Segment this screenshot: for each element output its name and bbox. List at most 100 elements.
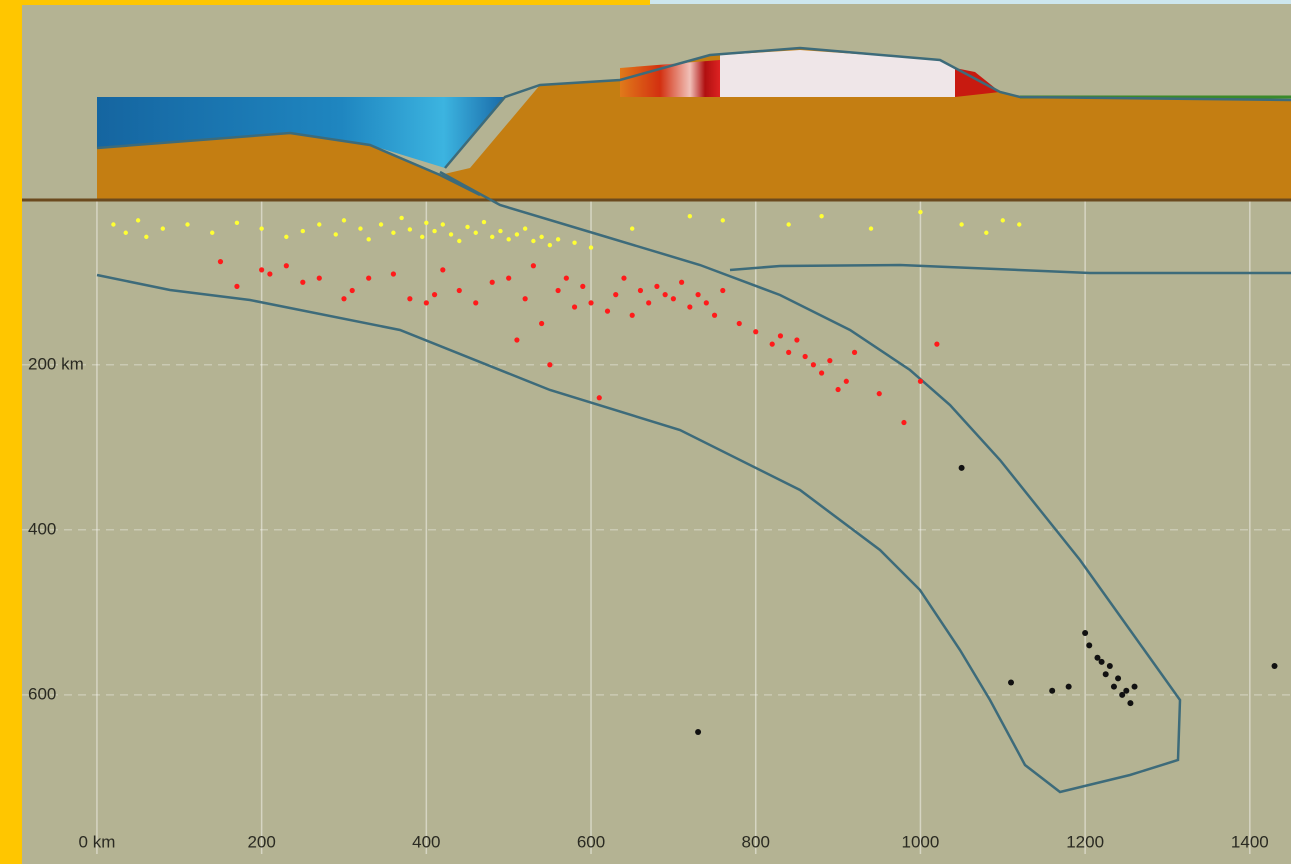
data-point xyxy=(1115,675,1122,682)
data-point xyxy=(489,279,495,285)
data-point xyxy=(300,279,306,285)
data-point xyxy=(1082,629,1089,636)
data-point xyxy=(185,222,190,227)
data-point xyxy=(341,296,347,302)
x-tick-label: 1400 xyxy=(1231,832,1269,851)
data-point xyxy=(819,214,824,219)
data-point xyxy=(259,267,265,273)
crust xyxy=(97,48,1291,200)
data-point xyxy=(654,283,660,289)
data-point xyxy=(604,308,611,314)
data-point xyxy=(111,222,116,227)
data-point xyxy=(547,362,553,368)
data-point xyxy=(1086,642,1093,649)
data-point xyxy=(1271,662,1278,669)
data-point xyxy=(440,267,446,273)
data-point xyxy=(217,259,224,265)
data-point xyxy=(267,271,273,277)
data-point xyxy=(687,304,693,310)
data-point xyxy=(465,224,470,230)
data-point xyxy=(498,228,503,234)
data-point xyxy=(1127,700,1134,707)
data-point xyxy=(720,218,725,223)
x-tick-label: 0 km xyxy=(79,832,116,851)
data-point xyxy=(868,226,874,231)
data-point xyxy=(736,320,742,327)
data-point xyxy=(522,296,528,302)
data-point xyxy=(317,222,322,227)
data-point xyxy=(539,320,545,327)
data-point xyxy=(283,263,289,269)
data-point xyxy=(901,419,907,426)
data-point xyxy=(687,214,693,219)
data-point xyxy=(473,230,478,235)
data-point xyxy=(1102,671,1109,678)
data-point xyxy=(810,362,816,368)
data-point xyxy=(423,300,429,306)
data-point xyxy=(802,353,808,360)
data-point xyxy=(777,333,784,339)
data-point xyxy=(514,232,520,237)
y-tick-label: 400 xyxy=(28,519,56,538)
data-point xyxy=(366,237,371,242)
data-point xyxy=(695,292,701,298)
data-point xyxy=(613,292,619,298)
data-point xyxy=(876,391,882,397)
data-point xyxy=(341,218,347,223)
x-tick-label: 1200 xyxy=(1066,832,1104,851)
data-point xyxy=(621,275,627,281)
data-point xyxy=(1065,683,1072,690)
data-point xyxy=(316,275,322,281)
data-point xyxy=(448,232,454,237)
data-point xyxy=(720,287,726,294)
data-point xyxy=(481,219,487,225)
data-point xyxy=(300,228,306,234)
y-tick-label: 200 km xyxy=(28,354,84,373)
x-tick-label: 600 xyxy=(577,832,605,851)
data-point xyxy=(959,222,964,227)
x-tick-label: 400 xyxy=(412,832,440,851)
slab-outline xyxy=(96,170,1182,794)
data-point xyxy=(530,263,536,269)
data-point xyxy=(769,341,775,347)
data-point xyxy=(786,222,791,227)
data-point xyxy=(662,292,668,298)
labels: 0 km 200 400 600 800 1000 1200 1400 200 km 400 600 xyxy=(28,354,1269,851)
data-point xyxy=(596,395,602,401)
data-point xyxy=(851,349,858,355)
data-point xyxy=(234,283,240,289)
data-point xyxy=(457,238,462,244)
data-point xyxy=(555,287,561,294)
data-point xyxy=(473,300,479,306)
data-point xyxy=(358,226,363,231)
volcanic-arc xyxy=(620,60,720,97)
data-point xyxy=(1119,691,1126,698)
data-point xyxy=(539,234,544,240)
data-point xyxy=(679,279,685,285)
data-point xyxy=(390,271,396,277)
y-tick-label: 600 xyxy=(28,684,56,703)
data-point xyxy=(432,228,437,234)
data-point xyxy=(456,287,462,294)
data-point xyxy=(629,312,635,318)
data-point xyxy=(934,341,940,347)
data-point xyxy=(490,234,495,240)
x-tick-label: 800 xyxy=(742,832,770,851)
plate-boundary xyxy=(729,263,1291,275)
ocean xyxy=(97,97,505,168)
data-point xyxy=(123,230,128,235)
data-point xyxy=(835,386,841,393)
data-point xyxy=(333,232,338,237)
data-point xyxy=(1094,654,1101,661)
data-point xyxy=(1131,683,1138,690)
data-point xyxy=(135,218,141,223)
data-point xyxy=(1000,218,1005,223)
data-point xyxy=(144,234,149,240)
data-point xyxy=(984,230,989,235)
data-point xyxy=(646,300,652,306)
data-point xyxy=(431,292,438,298)
data-point xyxy=(1123,687,1130,694)
data-point xyxy=(378,222,384,227)
data-point xyxy=(407,227,413,232)
data-point xyxy=(399,215,404,221)
